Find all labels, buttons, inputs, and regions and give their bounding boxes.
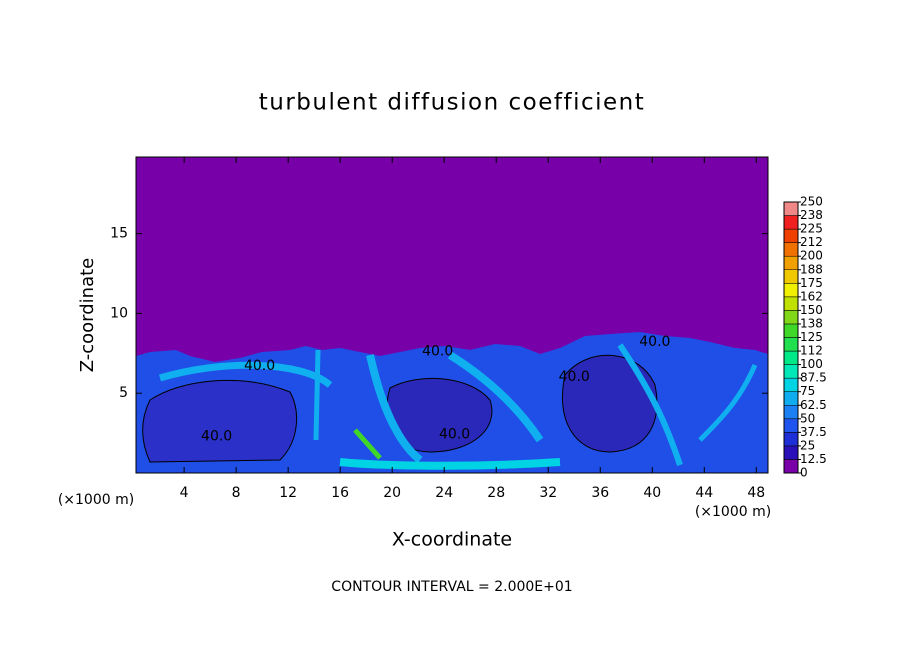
- x-tick-label: 24: [435, 485, 453, 501]
- contour-label: 40.0: [422, 344, 453, 360]
- colorbar-segment: [783, 377, 799, 392]
- colorbar-segment: [783, 445, 799, 460]
- streak: [617, 343, 683, 466]
- colorbar-label: 125: [800, 330, 823, 344]
- colorbar-label: 12.5: [800, 452, 827, 466]
- colorbar-segment: [783, 405, 799, 420]
- colorbar-label: 188: [800, 262, 823, 276]
- colorbar-segment: [783, 310, 799, 325]
- colorbar-segment: [783, 283, 799, 298]
- streak: [339, 458, 561, 470]
- colorbar-label: 112: [800, 344, 823, 358]
- colorbar-segment: [783, 296, 799, 311]
- y-tick-label: 10: [110, 305, 128, 321]
- streak: [447, 351, 544, 443]
- plot-frame: [135, 156, 769, 474]
- contour-label: 40.0: [639, 334, 670, 350]
- colorbar-segment: [783, 323, 799, 338]
- eddy: [142, 379, 298, 463]
- colorbar-label: 225: [800, 222, 823, 236]
- x-tick-label: 36: [591, 485, 609, 501]
- x-unit: (×1000 m): [58, 492, 134, 508]
- colorbar-label: 175: [800, 276, 823, 290]
- colorbar-segment: [783, 228, 799, 243]
- x-tick-label: 12: [279, 485, 297, 501]
- colorbar-label: 50: [800, 411, 815, 425]
- colorbar-segment: [783, 255, 799, 271]
- colorbar-label: 62.5: [800, 398, 827, 412]
- colorbar-segment: [783, 459, 799, 474]
- x-tick-label: 8: [232, 485, 241, 501]
- colorbar-segment: [783, 337, 799, 352]
- colorbar-segment: [783, 350, 799, 365]
- colorbar-label: 150: [800, 303, 823, 317]
- footer: CONTOUR INTERVAL = 2.000E+01: [331, 579, 572, 595]
- x-tick-label: 44: [695, 485, 713, 501]
- colorbar-label: 0: [800, 466, 808, 480]
- x-tick-label: 40: [643, 485, 661, 501]
- streak: [366, 354, 423, 464]
- y-tick-label: 5: [119, 385, 128, 401]
- x-tick-label: 28: [487, 485, 505, 501]
- colorbar-label: 87.5: [800, 371, 827, 385]
- chart-title: turbulent diffusion coefficient: [259, 90, 646, 116]
- contour-label: 40.0: [559, 369, 590, 385]
- colorbar-segment: [783, 391, 799, 406]
- colorbar-segment: [783, 269, 799, 284]
- x-tick-label: 16: [331, 485, 349, 501]
- colorbar-label: 100: [800, 357, 823, 371]
- streak: [698, 364, 758, 442]
- colorbar-label: 37.5: [800, 425, 827, 439]
- contour-label: 40.0: [201, 428, 232, 444]
- colorbar-segment: [783, 201, 799, 216]
- colorbar-segment: [783, 215, 799, 230]
- contour-label: 40.0: [439, 427, 470, 443]
- colorbar-label: 238: [800, 208, 823, 222]
- x-unit: (×1000 m): [695, 504, 771, 520]
- colorbar-label: 162: [800, 289, 823, 303]
- colorbar-segment: [783, 242, 799, 257]
- y-axis-label: Z-coordinate: [77, 258, 98, 373]
- x-axis-label: X-coordinate: [392, 529, 512, 551]
- colorbar-label: 75: [800, 384, 815, 398]
- x-tick-label: 48: [747, 485, 765, 501]
- field: [136, 332, 768, 473]
- colorbar-label: 200: [800, 249, 823, 263]
- contour-label: 40.0: [244, 358, 275, 374]
- streak: [313, 349, 321, 441]
- y-tick-label: 15: [110, 226, 128, 242]
- x-tick-label: 20: [383, 485, 401, 501]
- streak: [353, 428, 382, 460]
- colorbar-frame: [783, 201, 799, 474]
- colorbar-label: 250: [800, 195, 823, 209]
- eddy: [561, 354, 658, 453]
- x-tick-label: 4: [180, 485, 189, 501]
- x-tick-label: 32: [539, 485, 557, 501]
- colorbar-segment: [783, 432, 799, 447]
- colorbar-label: 138: [800, 316, 823, 330]
- colorbar-label: 212: [800, 235, 823, 249]
- colorbar-segment: [783, 418, 799, 433]
- colorbar-label: 25: [800, 438, 815, 452]
- colorbar-segment: [783, 364, 799, 379]
